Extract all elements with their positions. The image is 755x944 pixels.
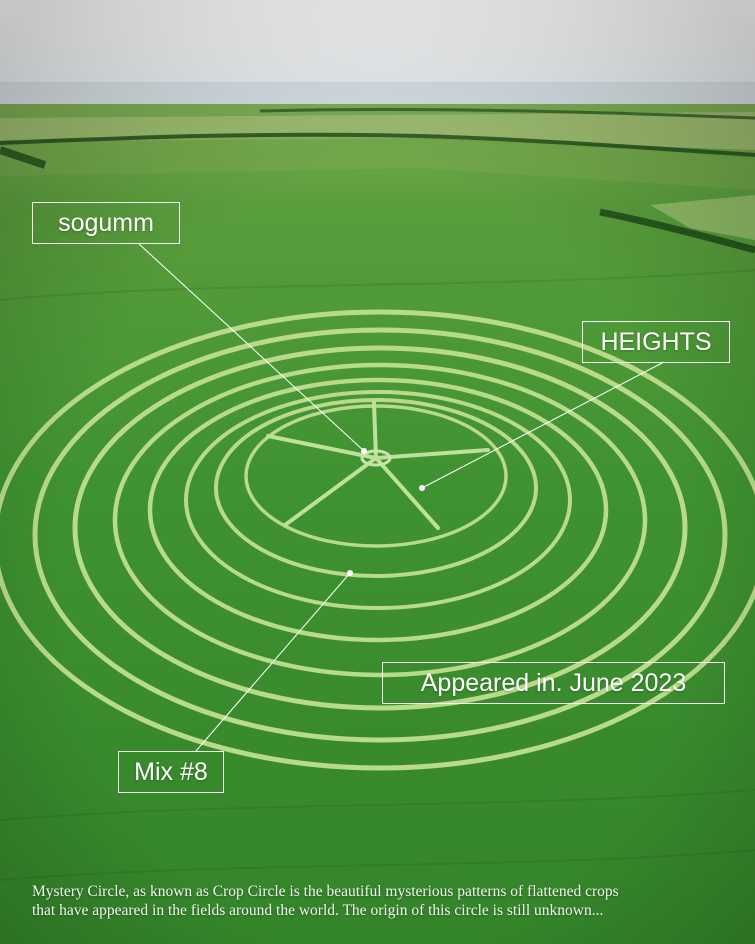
marker-dot: [347, 570, 353, 576]
leader-line-sogumm: [137, 242, 365, 452]
marker-dot: [361, 448, 367, 454]
caption: Mystery Circle, as known as Crop Circle …: [32, 882, 732, 920]
leader-lines: [137, 242, 665, 752]
marker-dot: [419, 485, 425, 491]
leader-line-mix: [195, 572, 351, 752]
label-appeared-date: Appeared in. June 2023: [382, 662, 725, 704]
caption-line-2: that have appeared in the fields around …: [32, 902, 604, 919]
label-mix-number: Mix #8: [118, 751, 224, 793]
caption-line-1: Mystery Circle, as known as Crop Circle …: [32, 883, 619, 900]
label-sogumm: sogumm: [32, 202, 180, 244]
label-heights: HEIGHTS: [582, 321, 730, 363]
leader-line-heights: [421, 361, 665, 489]
